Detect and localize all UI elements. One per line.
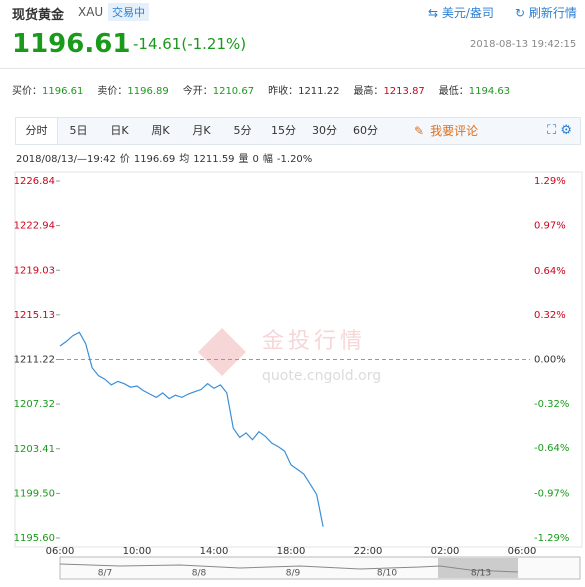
- quote: 卖价：1196.89: [97, 82, 168, 97]
- quote: 昨收：1211.22: [268, 82, 339, 97]
- tab[interactable]: 周K: [151, 124, 170, 137]
- x-tick-label: 14:00: [200, 546, 229, 557]
- unit: 美元/盎司: [441, 6, 494, 20]
- y-tick-label: 1207.32: [14, 399, 55, 410]
- tab[interactable]: 分时: [16, 118, 58, 144]
- y2-tick-label: 0.97%: [534, 220, 566, 231]
- quote-value: 1196.89: [127, 86, 169, 97]
- navigator-label: 8/10: [377, 569, 397, 579]
- tab[interactable]: 60分: [353, 124, 378, 137]
- comment-icon: ✎: [414, 124, 425, 138]
- y-tick-label: 1215.13: [14, 310, 55, 321]
- price: 1196.61: [12, 29, 131, 59]
- navigator-label: 8/7: [98, 569, 112, 579]
- info-item: 1196.69: [133, 154, 176, 165]
- x-tick-label: 10:00: [123, 546, 152, 557]
- y2-tick-label: 0.64%: [534, 266, 566, 277]
- tab[interactable]: 15分: [271, 124, 296, 137]
- y-tick-label: 1195.60: [14, 533, 55, 544]
- quote: 最高：1213.87: [353, 82, 424, 97]
- info-item: 2018/08/13/—19:42: [16, 154, 116, 165]
- info-item: 0: [252, 154, 259, 165]
- watermark-brand: 金投行情: [262, 329, 366, 354]
- info-item: 幅: [262, 154, 273, 165]
- tab[interactable]: 5分: [233, 124, 252, 137]
- change: -14.61(-1.21%): [133, 35, 247, 53]
- status: 交易中: [108, 3, 149, 21]
- time: 2018-08-13 19:42:15: [470, 39, 577, 50]
- y2-tick-label: 1.29%: [534, 176, 566, 187]
- info-item: 均: [179, 154, 190, 165]
- quotes: 买价：1196.61 卖价：1196.89 今开：1210.67 昨收：1211.22…: [12, 82, 510, 97]
- price-line: [59, 331, 324, 527]
- quote-value: 1211.22: [298, 86, 340, 97]
- y-tick-label: 1226.84: [14, 176, 55, 187]
- plot-frame: [14, 171, 583, 548]
- y-tick-label: 1219.03: [14, 265, 55, 276]
- info-item: -1.20%: [276, 154, 313, 165]
- quote-value: 1194.63: [468, 86, 511, 97]
- y-tick-label: 1203.41: [14, 444, 55, 455]
- y2-tick-label: -1.29%: [534, 533, 569, 544]
- navigator-label: 8/13: [471, 569, 491, 579]
- quote-label: 最低：: [438, 86, 469, 97]
- icon: ↻: [515, 6, 529, 20]
- y2-tick-label: 0.32%: [534, 310, 566, 321]
- navigator-label: 8/8: [192, 569, 207, 579]
- quote-label: 卖价：: [97, 86, 128, 97]
- navigator-window[interactable]: [438, 558, 518, 578]
- refresh[interactable]: ↻ 刷新行情: [515, 4, 577, 21]
- x-tick-label: 06:00: [46, 546, 75, 557]
- y-tick-label: 1211.22: [14, 355, 55, 366]
- watermark-url: quote.cngold.org: [262, 368, 381, 384]
- unit-switch[interactable]: ⇆ 美元/盎司: [428, 4, 494, 21]
- divider: [0, 68, 585, 69]
- y-tick-label: 1199.50: [14, 488, 55, 499]
- tab[interactable]: 月K: [192, 124, 211, 137]
- tab-bar: 分时 5日 日K 周K 月K 5分 15分 30分 60分 ✎ 我要评论 ⛶ ⚙: [15, 117, 581, 145]
- info-line: 2018/08/13/—19:42 价 1196.69 均 1211.59 量 0 幅 -1.2…: [16, 150, 316, 165]
- quote: 最低：1194.63: [439, 82, 510, 97]
- y2-tick-label: -0.32%: [534, 399, 569, 410]
- info-item: 1211.59: [193, 154, 235, 165]
- x-tick-label: 22:00: [354, 546, 383, 557]
- watermark-logo: [197, 327, 247, 377]
- code: XAU: [78, 5, 104, 19]
- x-tick-label: 18:00: [277, 546, 306, 557]
- comment[interactable]: ✎ 我要评论: [414, 118, 478, 144]
- info-item: 价: [119, 154, 130, 165]
- toolbar-icons: ⛶ ⚙: [547, 123, 572, 138]
- quote-label: 最高：: [353, 86, 384, 97]
- navigator-line: [59, 563, 519, 573]
- navigator-label: 8/9: [286, 569, 301, 579]
- y2-tick-label: -0.97%: [534, 489, 569, 500]
- info-item: 量: [238, 154, 249, 165]
- comment-label: 我要评论: [430, 124, 479, 138]
- quote-value: 1213.87: [383, 86, 425, 97]
- name: 现货黄金: [12, 8, 65, 23]
- quote-label: 昨收：: [268, 86, 299, 97]
- quote-label: 买价：: [12, 86, 42, 97]
- y2-tick-label: 0.00%: [534, 355, 566, 366]
- tab[interactable]: 5日: [69, 124, 88, 137]
- y2-tick-label: -0.64%: [534, 443, 569, 454]
- refresh-label: 刷新行情: [528, 6, 577, 20]
- tab[interactable]: 日K: [110, 124, 129, 137]
- quote-label: 今开：: [182, 86, 213, 97]
- quote-value: 1210.67: [212, 86, 255, 97]
- quote-value: 1196.61: [42, 86, 84, 97]
- x-tick-label: 02:00: [431, 546, 460, 557]
- tab[interactable]: 30分: [312, 124, 337, 137]
- quote: 买价：1196.61: [12, 82, 83, 97]
- x-tick-label: 06:00: [508, 546, 537, 557]
- icon: ⇆: [428, 6, 442, 20]
- quote: 今开：1210.67: [183, 82, 254, 97]
- watermark: 金投行情 quote.cngold.org: [197, 327, 381, 384]
- y-tick-label: 1222.94: [14, 221, 55, 232]
